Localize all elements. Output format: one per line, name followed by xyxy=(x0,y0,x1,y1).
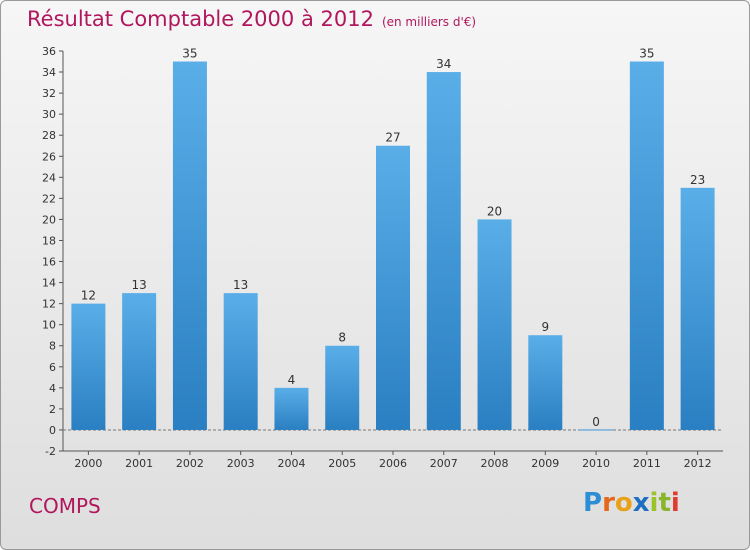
y-tick-label: 10 xyxy=(42,319,56,332)
bar-value-label: 20 xyxy=(487,204,502,218)
bar-value-label: 13 xyxy=(233,278,248,292)
bar-value-label: 23 xyxy=(690,173,705,187)
chart-title: Résultat Comptable 2000 à 2012 (en millie… xyxy=(27,7,476,31)
bar xyxy=(629,61,664,430)
bar-value-label: 13 xyxy=(132,278,147,292)
logo-letter: x xyxy=(632,488,650,518)
chart-data-labels: 12 13 35 13 4 8 27 34 20 9 0 35 23 xyxy=(81,47,706,429)
proxiti-logo: Proxiti xyxy=(583,488,680,518)
chart-bars xyxy=(71,61,715,431)
bar xyxy=(274,387,309,430)
y-tick-label: 26 xyxy=(42,150,56,163)
x-tick-label: 2001 xyxy=(125,457,153,470)
bar xyxy=(71,303,106,430)
bar-value-label: 27 xyxy=(385,131,400,145)
y-tick-label: 30 xyxy=(42,108,56,121)
y-tick-label: -2 xyxy=(45,445,56,458)
chart-title-text: Résultat Comptable 2000 à 2012 xyxy=(27,7,374,31)
bar-value-label: 4 xyxy=(288,373,296,387)
x-tick-label: 2012 xyxy=(684,457,712,470)
y-tick-label: 34 xyxy=(42,66,56,79)
bar xyxy=(325,345,360,430)
bar-value-label: 12 xyxy=(81,289,96,303)
x-tick-label: 2005 xyxy=(328,457,356,470)
y-tick-label: 0 xyxy=(49,424,56,437)
x-tick-label: 2003 xyxy=(227,457,255,470)
y-tick-label: 36 xyxy=(42,45,56,58)
logo-letter: i xyxy=(649,488,659,518)
logo-letter: r xyxy=(602,488,615,518)
y-tick-label: 14 xyxy=(42,277,56,290)
chart-subtitle: (en milliers d'€) xyxy=(381,15,477,29)
x-tick-label: 2009 xyxy=(531,457,559,470)
x-tick-label: 2011 xyxy=(633,457,661,470)
logo-letter: i xyxy=(670,488,680,518)
bar-value-label: 35 xyxy=(639,47,654,61)
bar xyxy=(680,187,715,430)
x-tick-label: 2008 xyxy=(481,457,509,470)
bar xyxy=(122,293,157,430)
y-tick-label: 22 xyxy=(42,192,56,205)
bar-value-label: 8 xyxy=(338,331,346,345)
bar xyxy=(172,61,207,430)
logo-letter: P xyxy=(583,488,603,518)
x-tick-label: 2002 xyxy=(176,457,204,470)
bar xyxy=(579,429,614,431)
y-tick-label: 18 xyxy=(42,234,56,247)
y-tick-label: 12 xyxy=(42,298,56,311)
x-tick-label: 2004 xyxy=(277,457,305,470)
y-tick-label: 32 xyxy=(42,87,56,100)
logo-letter: t xyxy=(658,488,671,518)
bar-value-label: 35 xyxy=(182,47,197,61)
y-tick-label: 28 xyxy=(42,129,56,142)
bar-value-label: 9 xyxy=(541,320,549,334)
x-tick-label: 2000 xyxy=(74,457,102,470)
x-tick-label: 2006 xyxy=(379,457,407,470)
x-tick-label: 2007 xyxy=(430,457,458,470)
y-tick-label: 2 xyxy=(49,403,56,416)
logo-letter: o xyxy=(614,488,633,518)
commune-name: COMPS xyxy=(29,494,101,518)
y-tick-label: 24 xyxy=(42,171,56,184)
y-tick-label: 8 xyxy=(49,340,56,353)
bar xyxy=(223,293,258,430)
y-tick-label: 16 xyxy=(42,256,56,269)
bar xyxy=(477,219,512,430)
y-tick-label: 20 xyxy=(42,213,56,226)
x-tick-label: 2010 xyxy=(582,457,610,470)
bar-value-label: 0 xyxy=(592,415,600,429)
y-tick-label: 6 xyxy=(49,361,56,374)
bar xyxy=(376,145,410,430)
bar-value-label: 34 xyxy=(436,57,451,71)
bar xyxy=(528,335,563,430)
y-tick-label: 4 xyxy=(49,382,56,395)
bar xyxy=(426,72,461,430)
